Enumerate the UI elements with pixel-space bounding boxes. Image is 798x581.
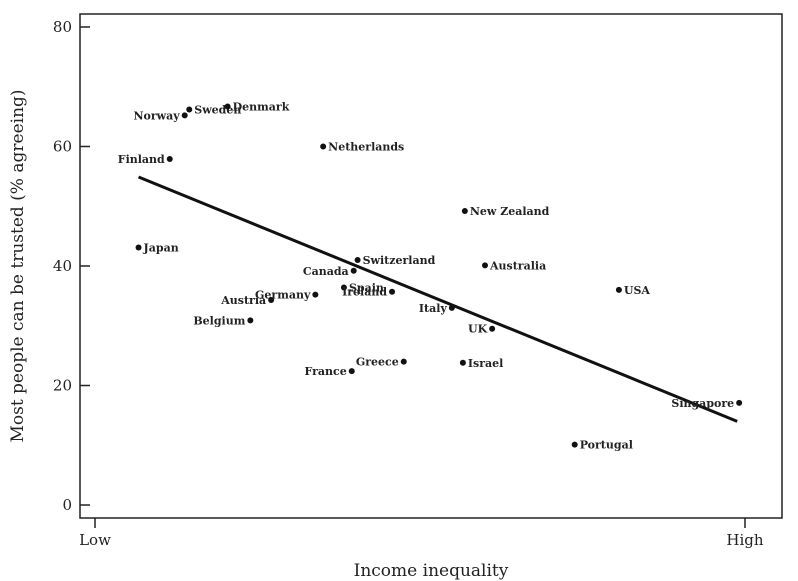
point-marker	[348, 368, 355, 375]
point-marker	[320, 143, 327, 150]
point-marker	[461, 208, 468, 215]
point-label: USA	[624, 284, 651, 297]
point-marker	[247, 317, 254, 324]
point-label: Japan	[143, 241, 179, 254]
point-label: Australia	[489, 259, 546, 272]
point-marker	[135, 244, 142, 251]
point-marker	[354, 257, 361, 264]
point-label: Austria	[220, 294, 266, 307]
point-marker	[489, 325, 496, 332]
y-axis-title: Most people can be trusted (% agreeing)	[8, 89, 28, 442]
point-label: Spain	[349, 282, 384, 295]
point-label: Greece	[356, 356, 399, 369]
point-label: France	[305, 365, 347, 378]
point-label: Switzerland	[363, 254, 436, 267]
point-label: Ireland	[342, 286, 387, 299]
x-tick-label: Low	[79, 531, 111, 549]
point-marker	[459, 359, 466, 366]
point-label: Belgium	[193, 314, 245, 327]
y-tick-label: 0	[62, 496, 72, 514]
point-label: Singapore	[671, 397, 734, 410]
point-marker	[389, 288, 396, 295]
x-axis: Low High	[79, 518, 764, 549]
point-marker	[224, 103, 231, 110]
point-marker	[340, 284, 347, 291]
y-tick-label: 80	[53, 18, 72, 36]
point-label: UK	[468, 323, 488, 336]
point-label: Canada	[303, 265, 349, 278]
y-tick-label: 60	[53, 138, 72, 156]
point-marker	[312, 291, 319, 298]
point-label: Netherlands	[328, 141, 404, 154]
point-label: Portugal	[580, 439, 633, 452]
point-label: Finland	[118, 153, 165, 166]
point-marker	[400, 358, 407, 365]
point-marker	[268, 297, 275, 304]
y-tick-label: 40	[53, 257, 72, 275]
point-label: New Zealand	[470, 205, 550, 218]
y-axis: 0 20 40 60 80	[53, 18, 90, 514]
point-marker	[736, 399, 743, 406]
point-marker	[166, 156, 173, 163]
y-tick-label: 20	[53, 377, 72, 395]
data-points: SwedenNorwayDenmarkFinlandNetherlandsNew…	[118, 100, 743, 452]
point-marker	[186, 106, 193, 113]
point-label: Italy	[419, 302, 448, 315]
trend-line	[137, 175, 738, 423]
point-marker	[448, 304, 455, 311]
point-marker	[181, 112, 188, 119]
point-label: Norway	[134, 109, 181, 122]
x-axis-title: Income inequality	[354, 561, 509, 581]
point-marker	[615, 286, 622, 293]
point-marker	[350, 267, 357, 274]
point-label: Denmark	[233, 100, 290, 113]
point-label: Israel	[468, 357, 503, 370]
x-tick-label: High	[726, 531, 763, 549]
point-marker	[482, 262, 488, 269]
point-marker	[571, 441, 578, 448]
